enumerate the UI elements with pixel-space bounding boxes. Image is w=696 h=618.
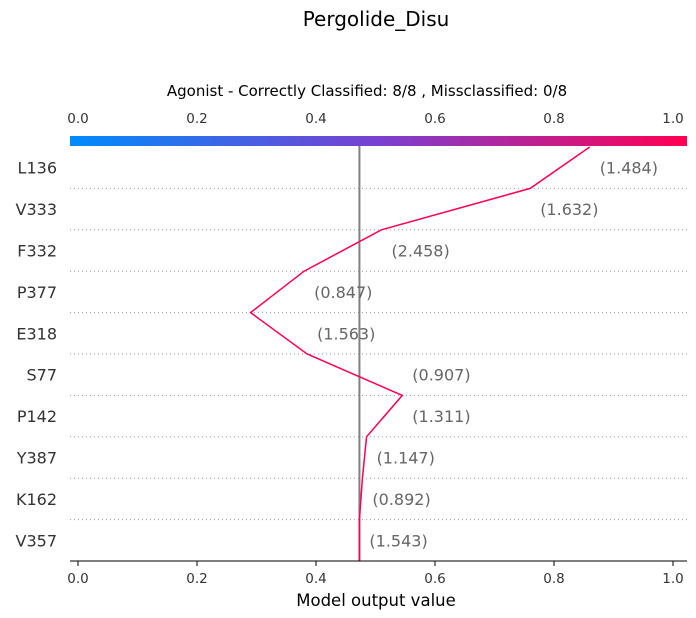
feature-label: V333 bbox=[16, 200, 57, 219]
feature-value-label: (0.892) bbox=[372, 490, 430, 509]
feature-label: S77 bbox=[26, 366, 57, 385]
feature-value-label: (1.484) bbox=[600, 159, 658, 178]
colorbar-tick-label: 0.8 bbox=[543, 111, 564, 127]
colorbar-tick-label: 0.0 bbox=[67, 111, 88, 127]
feature-label: Y387 bbox=[16, 449, 57, 468]
colorbar-tick-label: 0.4 bbox=[305, 111, 326, 127]
x-tick-label: 0.6 bbox=[424, 571, 445, 587]
colorbar-tick-label: 0.6 bbox=[424, 111, 445, 127]
colorbar-tick-label: 1.0 bbox=[662, 111, 683, 127]
chart-title: Pergolide_Disu bbox=[303, 7, 450, 31]
feature-label: K162 bbox=[16, 490, 57, 509]
colorbar-tick-label: 0.2 bbox=[186, 111, 207, 127]
feature-label: V357 bbox=[16, 531, 57, 550]
x-tick-label: 0.4 bbox=[305, 571, 326, 587]
x-axis-ticks: 0.0 0.2 0.4 0.6 0.8 1.0 bbox=[67, 561, 684, 587]
feature-label: E318 bbox=[16, 324, 57, 343]
feature-label: P142 bbox=[17, 407, 57, 426]
feature-value-label: (2.458) bbox=[391, 242, 449, 261]
x-tick-label: 0.8 bbox=[543, 571, 564, 587]
colorbar-tick-labels: 0.0 0.2 0.4 0.6 0.8 1.0 bbox=[67, 111, 683, 127]
x-tick-label: 0.0 bbox=[67, 571, 88, 587]
grid-lines bbox=[70, 187, 687, 521]
chart-subtitle: Agonist - Correctly Classified: 8/8 , Mi… bbox=[167, 82, 567, 100]
x-tick-label: 0.2 bbox=[186, 571, 207, 587]
feature-value-label: (0.847) bbox=[314, 283, 372, 302]
decision-path bbox=[249, 146, 591, 561]
feature-values: (1.484) (1.632) (2.458) (0.847) (1.563) (0.90… bbox=[314, 159, 658, 551]
x-tick-label: 1.0 bbox=[662, 571, 683, 587]
colorbar bbox=[70, 136, 687, 146]
feature-label: P377 bbox=[17, 283, 57, 302]
feature-labels: L136 V333 F332 P377 E318 S77 P142 Y387 K162 V357 bbox=[16, 159, 57, 551]
feature-label: L136 bbox=[18, 159, 57, 178]
feature-label: F332 bbox=[17, 242, 57, 261]
feature-value-label: (0.907) bbox=[412, 366, 470, 385]
x-axis-label: Model output value bbox=[296, 591, 456, 610]
feature-value-label: (1.632) bbox=[540, 200, 598, 219]
feature-value-label: (1.147) bbox=[377, 449, 435, 468]
feature-value-label: (1.543) bbox=[369, 531, 427, 550]
feature-value-label: (1.563) bbox=[317, 324, 375, 343]
feature-value-label: (1.311) bbox=[412, 407, 470, 426]
